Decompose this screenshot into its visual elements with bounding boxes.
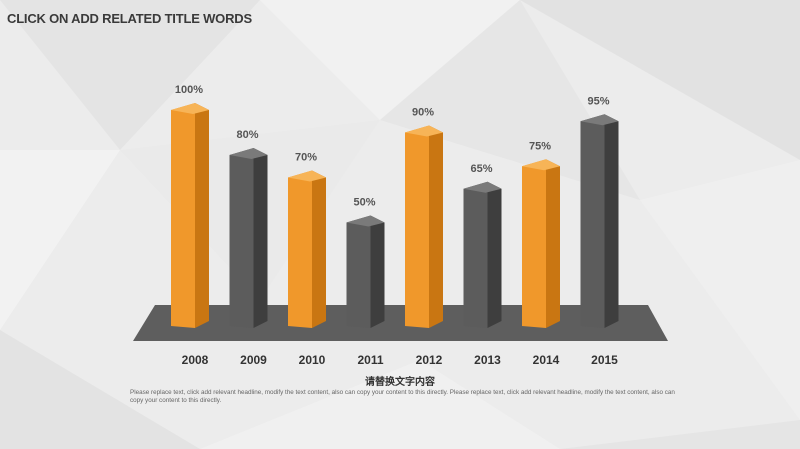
bar-front	[522, 159, 546, 328]
bar-side	[312, 170, 326, 328]
bar-top	[405, 125, 443, 137]
x-tick-label: 2013	[474, 353, 501, 367]
bar-top	[346, 215, 385, 227]
bar-front	[463, 181, 488, 328]
bar-side	[253, 148, 268, 328]
value-label: 50%	[353, 197, 375, 209]
slide-title: CLICK ON ADD RELATED TITLE WORDS	[7, 11, 252, 26]
x-tick-label: 2012	[416, 353, 443, 367]
value-label: 90%	[412, 107, 434, 119]
bar-2015	[580, 114, 619, 328]
bar-2014	[522, 159, 560, 328]
x-tick-label: 2014	[533, 353, 560, 367]
labels-layer: 100% 2008 80% 2009 70% 2010 50% 2011 90% 2012 65% 2…	[175, 84, 618, 367]
bar-2011	[346, 215, 385, 328]
bar-2008	[171, 103, 209, 328]
value-label: 75%	[529, 140, 551, 152]
value-label: 100%	[175, 84, 203, 96]
x-tick-label: 2011	[357, 353, 383, 367]
bar-2010	[288, 170, 326, 328]
bar-top	[522, 159, 560, 171]
bar-front	[229, 148, 254, 328]
bar-front	[171, 103, 195, 328]
bar-side	[429, 125, 443, 328]
bar-2009	[229, 148, 268, 328]
bar-2013	[463, 181, 502, 328]
caption-body: Please replace text, click add relevant …	[130, 389, 675, 404]
caption-title: 请替换文字内容	[365, 377, 435, 388]
bars-layer	[171, 103, 619, 328]
bar-side	[195, 103, 209, 328]
x-tick-label: 2009	[240, 353, 267, 367]
bar-top	[288, 170, 326, 182]
bar-top	[580, 114, 619, 126]
x-tick-label: 2010	[299, 353, 326, 367]
bar-front	[580, 114, 605, 328]
bar-front	[346, 215, 371, 328]
value-label: 70%	[295, 152, 317, 164]
bar-front	[405, 125, 429, 328]
value-label: 65%	[470, 163, 492, 175]
bar-top	[229, 148, 268, 159]
x-tick-label: 2008	[182, 353, 209, 367]
bar-front	[288, 170, 312, 328]
value-label: 95%	[587, 95, 609, 107]
x-tick-label: 2015	[591, 353, 618, 367]
bar-top	[171, 103, 209, 114]
bar-top	[463, 181, 502, 193]
bar-side	[487, 181, 502, 328]
bar-side	[604, 114, 619, 328]
value-label: 80%	[236, 129, 258, 141]
bar-2012	[405, 125, 443, 328]
bar-side	[546, 159, 560, 328]
bar-side	[370, 215, 385, 328]
